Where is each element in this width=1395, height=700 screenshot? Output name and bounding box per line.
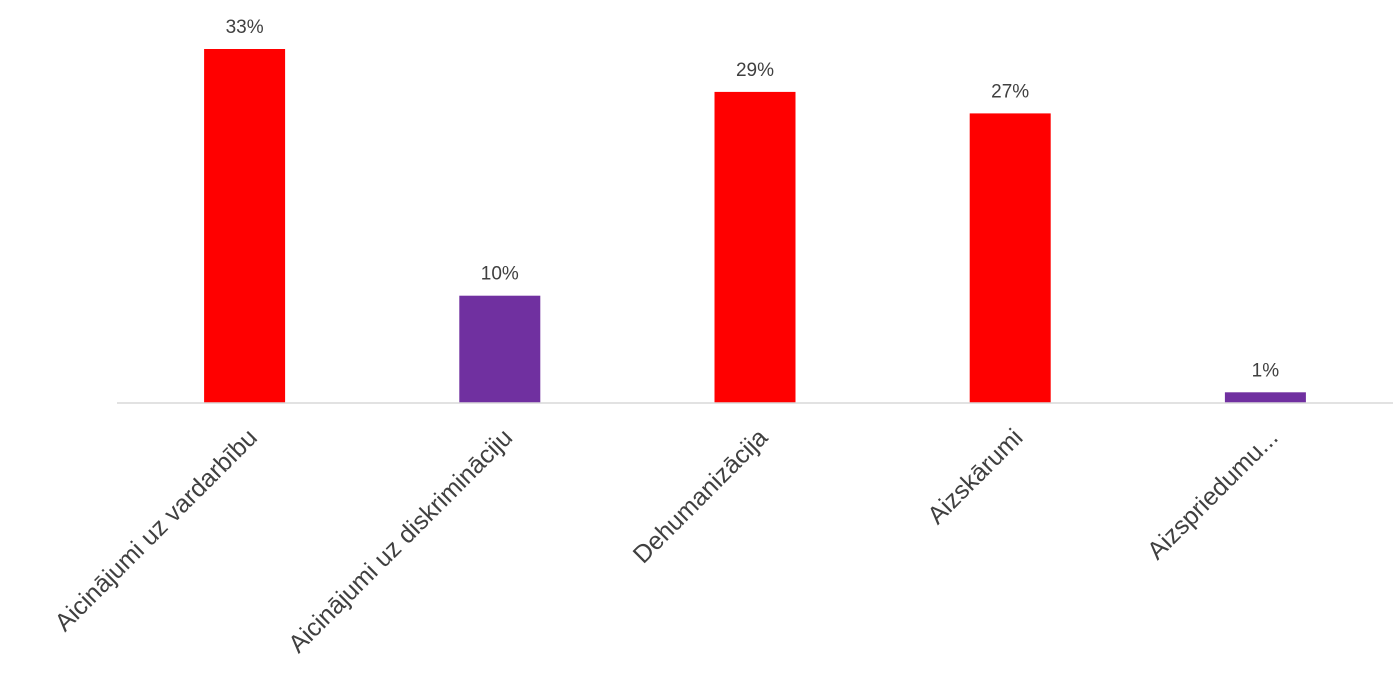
value-label-2: 10% <box>481 264 519 285</box>
bar-4 <box>969 113 1051 404</box>
value-label-3: 29% <box>736 60 774 81</box>
bar-5 <box>1224 392 1306 403</box>
value-labels-layer: 33% 10% 29% 27% 1% <box>226 17 1280 381</box>
value-label-1: 33% <box>226 17 264 38</box>
bar-3 <box>714 91 796 404</box>
category-label-3: Dehumanizācija <box>628 423 774 569</box>
bars-layer <box>204 49 1306 404</box>
value-label-5: 1% <box>1252 360 1280 381</box>
bar-1 <box>204 49 286 403</box>
category-labels-layer: Aicinājumi uz vardarbību Aicinājumi uz di… <box>49 423 1283 658</box>
category-label-1: Aicinājumi uz vardarbību <box>49 423 262 636</box>
bar-2 <box>459 295 541 403</box>
category-label-2: Aicinājumi uz diskrimināciju <box>283 423 518 658</box>
category-label-4: Aizskārumi <box>922 423 1028 529</box>
category-label-5: Aizspriedumu... <box>1142 423 1284 565</box>
value-label-4: 27% <box>991 81 1029 102</box>
